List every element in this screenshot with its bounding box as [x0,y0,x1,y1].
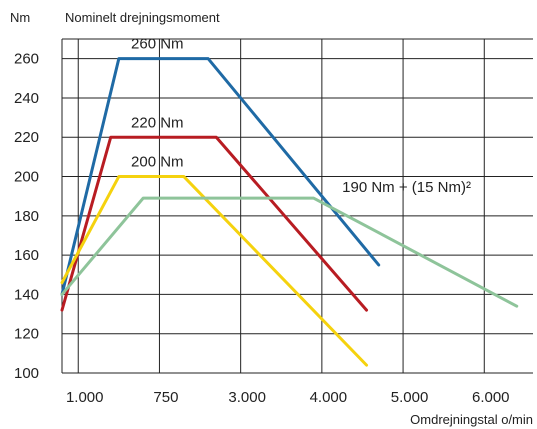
y-axis-unit: Nm [10,10,30,25]
x-tick-5: 6.000 [472,389,510,406]
y-tick-labels: 100 120 140 160 180 200 220 240 260 [14,51,39,382]
x-tick-0: 1.000 [66,389,104,406]
chart-title: Nominelt drejningsmoment [65,10,220,25]
y-tick-260: 260 [14,51,39,68]
y-tick-220: 220 [14,129,39,146]
x-tick-1: 750 [153,389,178,406]
grid [61,38,533,374]
y-tick-180: 180 [14,208,39,225]
annotation-0: 260 Nm [131,36,184,53]
y-tick-140: 140 [14,286,39,303]
annotation-3: 190 Nm + (15 Nm)² [342,179,471,196]
x-axis-label: Omdrejningstal o/min [410,412,533,427]
series-lines [60,57,519,367]
y-tick-120: 120 [14,326,39,343]
y-tick-100: 100 [14,365,39,382]
y-tick-240: 240 [14,90,39,107]
y-tick-160: 160 [14,247,39,264]
annotation-2: 200 Nm [131,154,184,171]
x-tick-2: 3.000 [228,389,266,406]
x-tick-labels: 1.000 750 3.000 4.000 5.000 6.000 [66,389,510,406]
series-line-3 [60,196,519,308]
series-line-1 [60,135,369,312]
series-line-0 [60,57,381,296]
annotation-1: 220 Nm [131,114,184,131]
series-annotations: 260 Nm 220 Nm 200 Nm 190 Nm + (15 Nm)² [131,36,471,196]
x-tick-3: 4.000 [310,389,348,406]
series-line-2 [60,175,369,367]
y-tick-200: 200 [14,169,39,186]
x-tick-4: 5.000 [391,389,429,406]
